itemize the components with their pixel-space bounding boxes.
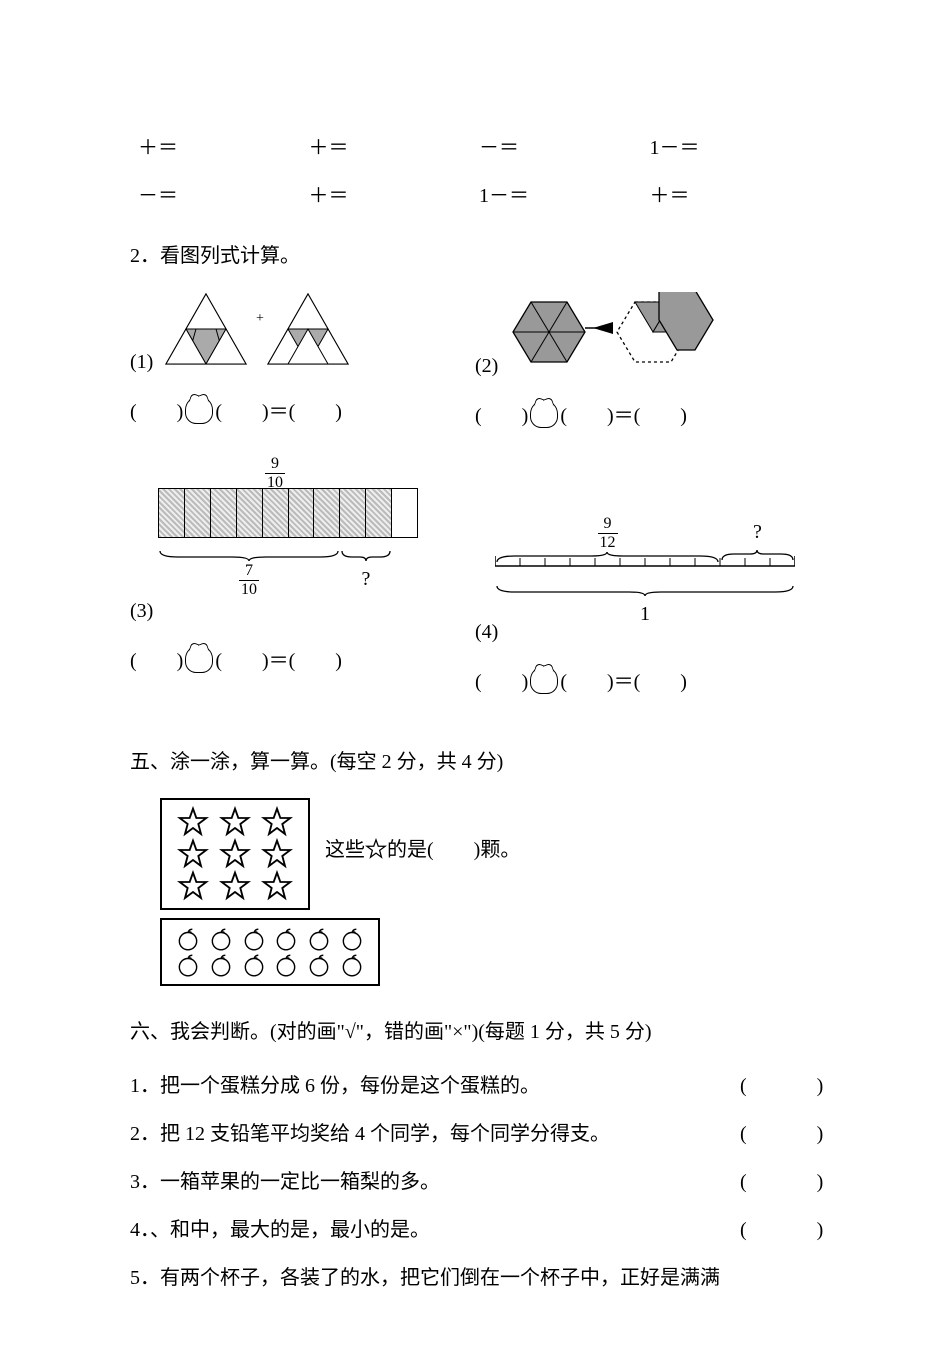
judge-item: 5．有两个杯子，各装了的水，把它们倒在一个杯子中，正好是满满: [130, 1260, 820, 1296]
apple-icon: [273, 926, 299, 952]
operator-circle-icon: [185, 396, 213, 424]
operator-circle-icon: [530, 400, 558, 428]
triangle-diagram: +: [162, 292, 352, 380]
star-box: [160, 798, 310, 910]
section5-text: 这些的是( )颗。: [325, 832, 520, 868]
eq-cell: ＋＝: [309, 178, 480, 214]
apple-icon: [175, 926, 201, 952]
judge-paren: ( ): [740, 1212, 820, 1248]
operator-circle-icon: [530, 666, 558, 694]
section6-title: 六、我会判断。(对的画"√"，错的画"×")(每题 1 分，共 5 分): [130, 1014, 820, 1050]
eq-cell: －＝: [479, 130, 650, 166]
problem-4: 912 ?: [475, 454, 820, 700]
star-icon: [261, 870, 293, 902]
bar-diagram: [158, 488, 418, 538]
judge-paren: ( ): [740, 1068, 820, 1104]
question-mark: ?: [362, 568, 371, 590]
hexagon-diagram: [507, 292, 717, 384]
judge-text: 1．把一个蛋糕分成 6 份，每份是这个蛋糕的。: [130, 1068, 740, 1104]
section5-body: 这些的是( )颗。: [160, 798, 820, 990]
apple-icon: [241, 952, 267, 978]
apple-icon: [339, 926, 365, 952]
star-icon: [219, 870, 251, 902]
star-icon: [261, 806, 293, 838]
problem-1-label: (1): [130, 344, 153, 380]
fraction-7-10: 710: [239, 562, 259, 598]
section4-title: 2．看图列式计算。: [130, 238, 820, 274]
equations-row-2: －＝ ＋＝ 1－＝ ＋＝: [130, 178, 820, 214]
apple-icon: [273, 952, 299, 978]
problem-3-label: (3): [130, 593, 153, 629]
operator-circle-icon: [185, 645, 213, 673]
apple-box: [160, 918, 380, 986]
text-before: 这些: [325, 839, 365, 861]
fraction-9-10: 910: [265, 455, 285, 491]
apple-icon: [306, 926, 332, 952]
problems-grid: (1) +: [130, 292, 820, 720]
star-icon: [219, 838, 251, 870]
judge-text: 3．一箱苹果的一定比一箱梨的多。: [130, 1164, 740, 1200]
question-mark: ?: [753, 521, 762, 543]
apple-icon: [306, 952, 332, 978]
judge-text: 4．、和中，最大的是，最小的是。: [130, 1212, 740, 1248]
judge-item: 3．一箱苹果的一定比一箱梨的多。 ( ): [130, 1164, 820, 1200]
judge-paren: [740, 1260, 820, 1296]
problem-2: (2) ( )( )＝( ): [475, 292, 820, 434]
star-icon: [177, 806, 209, 838]
apple-icon: [175, 952, 201, 978]
eq-cell: ＋＝: [650, 178, 821, 214]
problem-2-label: (2): [475, 348, 498, 384]
problem-3: 910 710 ? (3) ( )( )＝( ): [130, 454, 475, 700]
section5-title: 五、涂一涂，算一算。(每空 2 分，共 4 分): [130, 744, 820, 780]
text-after: 的是( )颗。: [387, 839, 520, 861]
eq-cell: ＋＝: [138, 130, 309, 166]
apple-icon: [208, 952, 234, 978]
judge-paren: ( ): [740, 1116, 820, 1152]
section6-list: 1．把一个蛋糕分成 6 份，每份是这个蛋糕的。 ( ) 2．把 12 支铅笔平均…: [130, 1068, 820, 1296]
star-icon: [177, 870, 209, 902]
answer-line: ( )( )＝( ): [130, 390, 475, 430]
label-one: 1: [495, 596, 795, 632]
answer-line: ( )( )＝( ): [130, 639, 475, 679]
apple-icon: [208, 926, 234, 952]
judge-item: 4．、和中，最大的是，最小的是。 ( ): [130, 1212, 820, 1248]
star-icon: [261, 838, 293, 870]
judge-text: 5．有两个杯子，各装了的水，把它们倒在一个杯子中，正好是满满: [130, 1260, 740, 1296]
judge-paren: ( ): [740, 1164, 820, 1200]
judge-item: 2．把 12 支铅笔平均奖给 4 个同学，每个同学分得支。 ( ): [130, 1116, 820, 1152]
eq-cell: ＋＝: [309, 130, 480, 166]
star-icon: [177, 838, 209, 870]
hexagons-icon: [507, 292, 717, 372]
judge-text: 2．把 12 支铅笔平均奖给 4 个同学，每个同学分得支。: [130, 1116, 740, 1152]
triangles-icon: +: [162, 292, 352, 368]
apple-icon: [241, 926, 267, 952]
star-icon: [365, 838, 387, 860]
apple-icon: [339, 952, 365, 978]
equations-row-1: ＋＝ ＋＝ －＝ 1－＝: [130, 130, 820, 166]
judge-item: 1．把一个蛋糕分成 6 份，每份是这个蛋糕的。 ( ): [130, 1068, 820, 1104]
svg-text:+: +: [256, 311, 264, 326]
problem-1: (1) +: [130, 292, 475, 434]
eq-cell: 1－＝: [479, 178, 650, 214]
eq-cell: 1－＝: [650, 130, 821, 166]
fraction-9-12: 912: [598, 515, 618, 551]
star-icon: [219, 806, 251, 838]
eq-cell: －＝: [138, 178, 309, 214]
answer-line: ( )( )＝( ): [475, 394, 820, 434]
answer-line: ( )( )＝( ): [475, 660, 820, 700]
